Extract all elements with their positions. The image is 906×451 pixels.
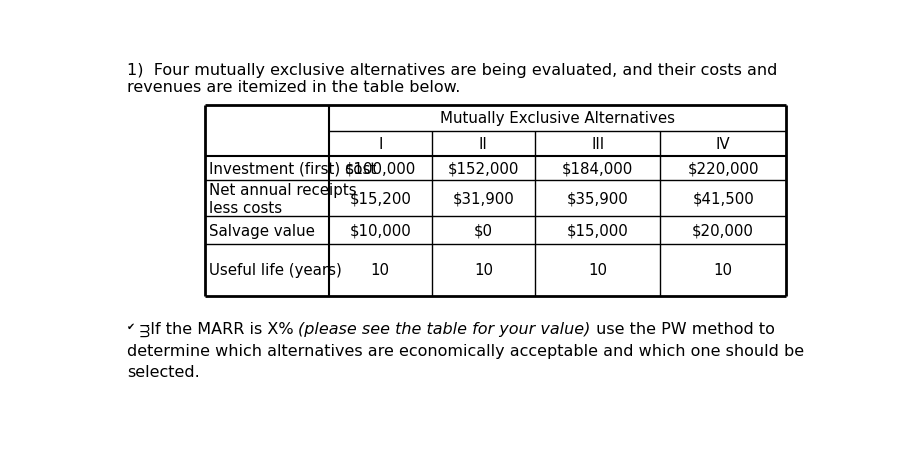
Text: 10: 10 <box>474 263 493 278</box>
Text: 10: 10 <box>588 263 607 278</box>
Text: revenues are itemized in the table below.: revenues are itemized in the table below… <box>127 80 460 95</box>
Text: Useful life (years): Useful life (years) <box>209 263 342 278</box>
Text: III: III <box>591 137 604 152</box>
Text: $152,000: $152,000 <box>448 161 519 176</box>
Text: ᴟIf the MARR is X%: ᴟIf the MARR is X% <box>140 322 298 336</box>
Text: use the PW method to: use the PW method to <box>591 322 775 336</box>
Text: $100,000: $100,000 <box>344 161 416 176</box>
Text: selected.: selected. <box>127 364 200 379</box>
Text: 10: 10 <box>371 263 390 278</box>
Text: $0: $0 <box>474 223 493 238</box>
Text: $35,900: $35,900 <box>567 192 629 207</box>
Text: $31,900: $31,900 <box>452 192 515 207</box>
Text: Investment (first) cost: Investment (first) cost <box>209 161 377 176</box>
Text: 10: 10 <box>714 263 733 278</box>
Text: determine which alternatives are economically acceptable and which one should be: determine which alternatives are economi… <box>127 343 805 358</box>
Text: $15,200: $15,200 <box>350 192 411 207</box>
Text: Net annual receipts
less costs: Net annual receipts less costs <box>209 182 357 216</box>
Text: $20,000: $20,000 <box>692 223 754 238</box>
Text: $220,000: $220,000 <box>688 161 759 176</box>
Text: $184,000: $184,000 <box>562 161 633 176</box>
Text: I: I <box>378 137 382 152</box>
Text: $10,000: $10,000 <box>350 223 411 238</box>
Text: 1)  Four mutually exclusive alternatives are being evaluated, and their costs an: 1) Four mutually exclusive alternatives … <box>127 63 777 78</box>
Text: $15,000: $15,000 <box>567 223 629 238</box>
Text: $41,500: $41,500 <box>692 192 754 207</box>
Text: ✔: ✔ <box>127 322 135 331</box>
Text: IV: IV <box>716 137 730 152</box>
Text: (please see the table for your value): (please see the table for your value) <box>298 322 591 336</box>
Text: Mutually Exclusive Alternatives: Mutually Exclusive Alternatives <box>439 111 675 126</box>
Text: Salvage value: Salvage value <box>209 223 315 238</box>
Text: II: II <box>479 137 487 152</box>
